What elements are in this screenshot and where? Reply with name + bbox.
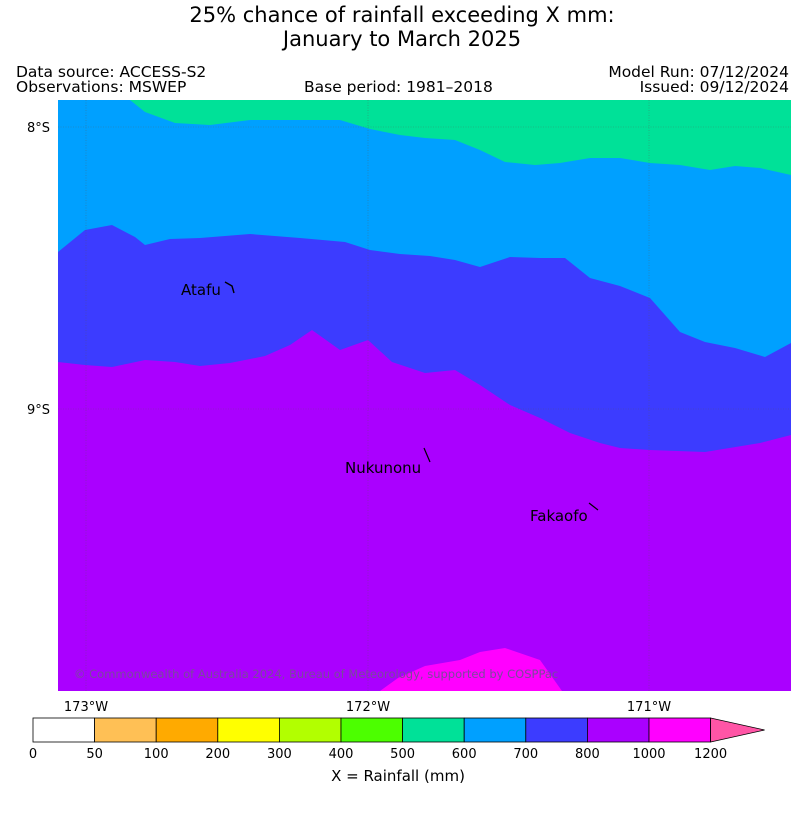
- colorbar-segment: [278, 717, 342, 743]
- colorbar-segment: [32, 717, 95, 743]
- band-1000-1200: [380, 648, 562, 691]
- colorbar-tick-label: 800: [575, 747, 600, 762]
- colorbar-segment: [217, 717, 280, 743]
- colorbar-tick-label: 100: [144, 747, 169, 762]
- atafu-island-outline: [224, 281, 235, 294]
- chart-title-line-2: January to March 2025: [282, 27, 522, 51]
- issued-date-text: Issued: 09/12/2024: [639, 78, 789, 96]
- fakaofo-island-outline: [588, 502, 599, 511]
- colorbar-tick-label: 700: [513, 747, 538, 762]
- colorbar-segment: [155, 717, 219, 743]
- colorbar-legend: 0 50 100 200 300 400 500 600 700 800 1000 1200: [29, 717, 765, 762]
- colorbar-segment: [463, 717, 527, 743]
- base-period-text: Base period: 1981–2018: [304, 78, 493, 96]
- colorbar-segment: [648, 717, 711, 743]
- colorbar-segment: [340, 717, 403, 743]
- colorbar-title: X = Rainfall (mm): [331, 767, 465, 785]
- lon-label-171w: 171°W: [627, 700, 671, 715]
- nukunonu-island-outline: [423, 447, 431, 463]
- graticule: [58, 100, 791, 691]
- colorbar-tick-label: 600: [452, 747, 477, 762]
- colorbar-tick-label: 200: [205, 747, 230, 762]
- copyright-text: © Commonwealth of Australia 2024, Bureau…: [74, 667, 558, 681]
- colorbar-tick-label: 0: [29, 747, 37, 762]
- colorbar-extend-arrow: [710, 717, 765, 743]
- chart-title-line-1: 25% chance of rainfall exceeding X mm:: [189, 3, 615, 27]
- colorbar-segment: [94, 717, 157, 743]
- colorbar-tick-label: 1000: [632, 747, 665, 762]
- data-source-text: Data source: ACCESS-S2: [16, 63, 207, 81]
- place-label-nukunonu: Nukunonu: [345, 459, 421, 477]
- colorbar-segment: [402, 717, 465, 743]
- place-label-atafu: Atafu: [181, 281, 221, 299]
- band-800-1000: [58, 330, 791, 691]
- colorbar-tick-label: 500: [390, 747, 415, 762]
- lon-label-173w: 173°W: [64, 700, 108, 715]
- colorbar-tick-label: 400: [329, 747, 354, 762]
- colorbar-tick-label: 1200: [694, 747, 727, 762]
- lat-label-9s: 9°S: [27, 403, 50, 418]
- colorbar-tick-label: 300: [267, 747, 292, 762]
- colorbar-segment: [587, 717, 650, 743]
- place-label-fakaofo: Fakaofo: [530, 507, 588, 525]
- colorbar-tick-label: 50: [86, 747, 103, 762]
- rainfall-contour-field: [58, 100, 791, 691]
- lon-label-172w: 172°W: [346, 700, 390, 715]
- lat-label-8s: 8°S: [27, 121, 50, 136]
- observations-text: Observations: MSWEP: [16, 78, 187, 96]
- colorbar-segment: [525, 717, 588, 743]
- model-run-text: Model Run: 07/12/2024: [608, 63, 789, 81]
